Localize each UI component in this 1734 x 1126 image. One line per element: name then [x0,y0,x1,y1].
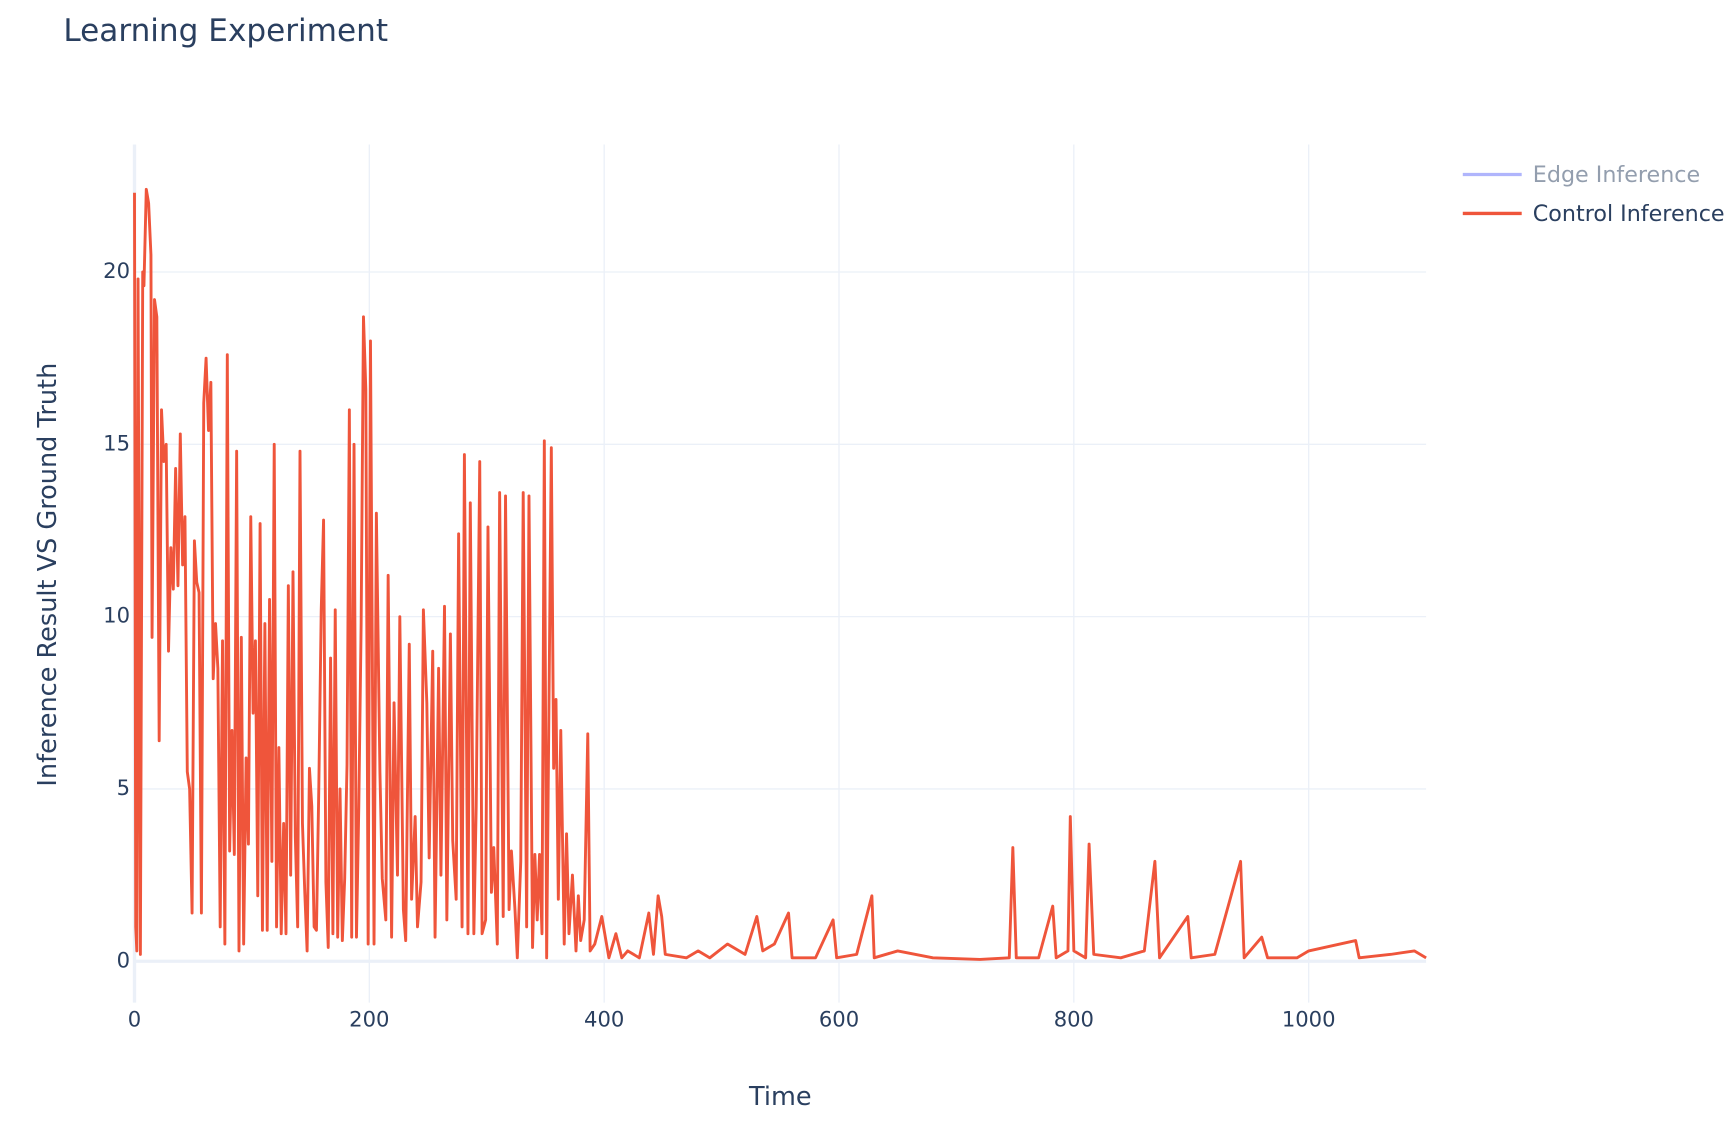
x-tick-label: 1000 [1282,1006,1336,1031]
legend-label: Control Inference [1533,201,1725,227]
y-tick-label: 20 [103,258,130,283]
y-tick-label: 15 [103,430,130,455]
x-tick-label: 0 [128,1006,141,1031]
x-tick-label: 200 [349,1006,389,1031]
y-tick-label: 5 [117,775,130,800]
legend-label: Edge Inference [1533,162,1700,188]
x-tick-label: 800 [1054,1006,1094,1031]
y-tick-label: 10 [103,603,130,628]
x-tick-label: 600 [819,1006,859,1031]
chart-title: Learning Experiment [63,13,388,49]
x-tick-label: 400 [584,1006,624,1031]
y-tick-label: 0 [117,947,130,972]
x-axis-title: Time [748,1082,812,1112]
y-axis-title: Inference Result VS Ground Truth [33,363,63,787]
data-line [133,187,1427,961]
